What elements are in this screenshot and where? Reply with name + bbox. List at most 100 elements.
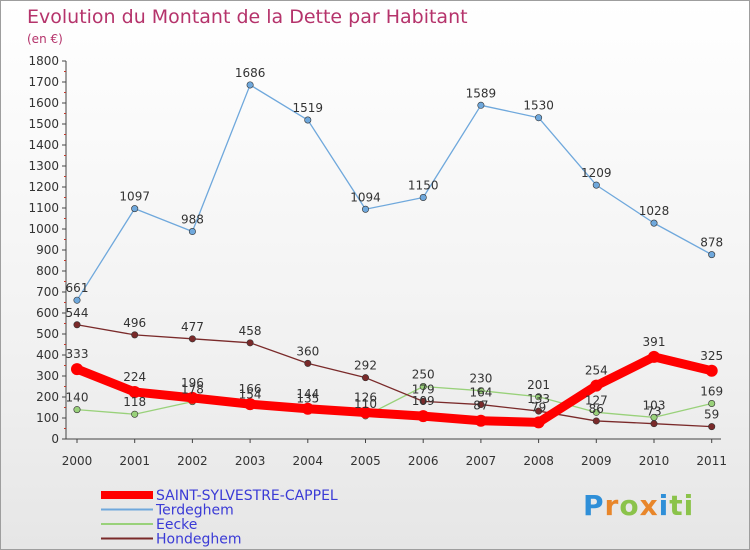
- data-label: 201: [527, 378, 550, 392]
- data-point: [73, 296, 81, 304]
- data-label: 878: [700, 236, 723, 250]
- y-tick-label: 600: [36, 306, 59, 320]
- y-tick-label: 1600: [28, 96, 59, 110]
- data-point: [304, 359, 312, 367]
- data-point: [246, 81, 254, 89]
- data-label: 110: [354, 397, 377, 411]
- logo-letter: x: [639, 489, 659, 522]
- x-tick-label: 2000: [62, 454, 93, 468]
- data-point: [131, 410, 139, 418]
- data-point: [73, 406, 81, 414]
- data-point: [361, 205, 369, 213]
- data-point: [592, 181, 600, 189]
- data-point: [650, 219, 658, 227]
- data-point: [128, 385, 141, 398]
- data-label: 333: [66, 347, 89, 361]
- data-point: [188, 228, 196, 236]
- legend-label: Terdeghem: [155, 503, 234, 519]
- data-point: [131, 205, 139, 213]
- data-label: 292: [354, 359, 377, 373]
- data-point: [419, 382, 427, 390]
- data-label: 164: [469, 386, 492, 400]
- x-tick-label: 2011: [696, 454, 727, 468]
- data-label: 360: [296, 344, 319, 358]
- data-label: 325: [700, 349, 723, 363]
- data-label: 458: [239, 324, 262, 338]
- data-point: [532, 416, 545, 429]
- data-point: [419, 194, 427, 202]
- data-label: 166: [239, 382, 262, 396]
- logo-letter: o: [619, 489, 640, 522]
- data-label: 118: [123, 395, 146, 409]
- y-tick-label: 1400: [28, 138, 59, 152]
- data-point: [304, 116, 312, 124]
- legend-label: SAINT-SYLVESTRE-CAPPEL: [156, 488, 338, 504]
- data-point: [590, 379, 603, 392]
- proxiti-logo: Proxiti: [583, 489, 694, 522]
- y-tick-label: 300: [36, 369, 59, 383]
- data-label: 544: [66, 306, 89, 320]
- x-tick-label: 2006: [408, 454, 439, 468]
- series-terdeghem: [73, 81, 716, 304]
- data-point: [592, 417, 600, 425]
- data-label: 224: [123, 370, 146, 384]
- axes: 0 100 200 300 400 500 600 700 800 900 1000 1100 1200…: [28, 54, 727, 468]
- data-label: 496: [123, 316, 146, 330]
- data-label: 73: [646, 405, 661, 419]
- data-point: [648, 350, 660, 363]
- data-point: [477, 101, 485, 109]
- series-line: [72, 352, 717, 427]
- legend-label: Eecke: [156, 517, 197, 533]
- y-tick-label: 1700: [28, 75, 59, 89]
- data-label: 79: [531, 400, 546, 414]
- data-label: 1530: [523, 99, 554, 113]
- series-line: [76, 84, 713, 301]
- legend: SAINT-SYLVESTRE-CAPPELTerdeghemEeckeHond…: [101, 488, 338, 548]
- data-point: [73, 321, 81, 329]
- x-tick-label: 2003: [235, 454, 266, 468]
- y-tick-label: 900: [36, 243, 59, 257]
- x-tick-label: 2008: [523, 454, 554, 468]
- data-point: [244, 398, 257, 411]
- data-label: 154: [239, 388, 262, 402]
- data-label: 391: [643, 335, 666, 349]
- y-tick-label: 800: [36, 264, 59, 278]
- legend-label: Hondeghem: [156, 532, 241, 548]
- y-tick-label: 1500: [28, 117, 59, 131]
- data-label: 169: [700, 385, 723, 399]
- y-tick-label: 1100: [28, 201, 59, 215]
- data-label: 86: [589, 402, 604, 416]
- data-label: 250: [412, 368, 435, 382]
- data-label: 126: [354, 391, 377, 405]
- data-point: [708, 400, 716, 408]
- data-label: 178: [181, 383, 204, 397]
- data-label: 59: [704, 408, 719, 422]
- data-label: 135: [296, 392, 319, 406]
- data-label: 103: [643, 398, 666, 412]
- data-point: [246, 339, 254, 347]
- x-tick-label: 2004: [293, 454, 324, 468]
- data-point: [361, 374, 369, 382]
- y-tick-label: 1200: [28, 180, 59, 194]
- data-point: [477, 401, 485, 409]
- data-point: [650, 420, 658, 428]
- data-label: 87: [473, 399, 488, 413]
- data-point: [417, 410, 430, 423]
- y-tick-label: 700: [36, 285, 59, 299]
- data-point: [535, 407, 543, 415]
- y-tick-label: 0: [51, 432, 59, 446]
- x-tick-label: 2009: [581, 454, 612, 468]
- data-label: 1094: [350, 190, 381, 204]
- data-point: [419, 397, 427, 405]
- data-label: 1209: [581, 166, 612, 180]
- data-point: [708, 423, 716, 431]
- data-label: 1028: [639, 204, 670, 218]
- data-point: [708, 251, 716, 259]
- series-layer: [71, 81, 718, 431]
- data-label: 140: [66, 391, 89, 405]
- data-point: [131, 331, 139, 339]
- y-tick-label: 1000: [28, 222, 59, 236]
- x-tick-label: 2007: [466, 454, 497, 468]
